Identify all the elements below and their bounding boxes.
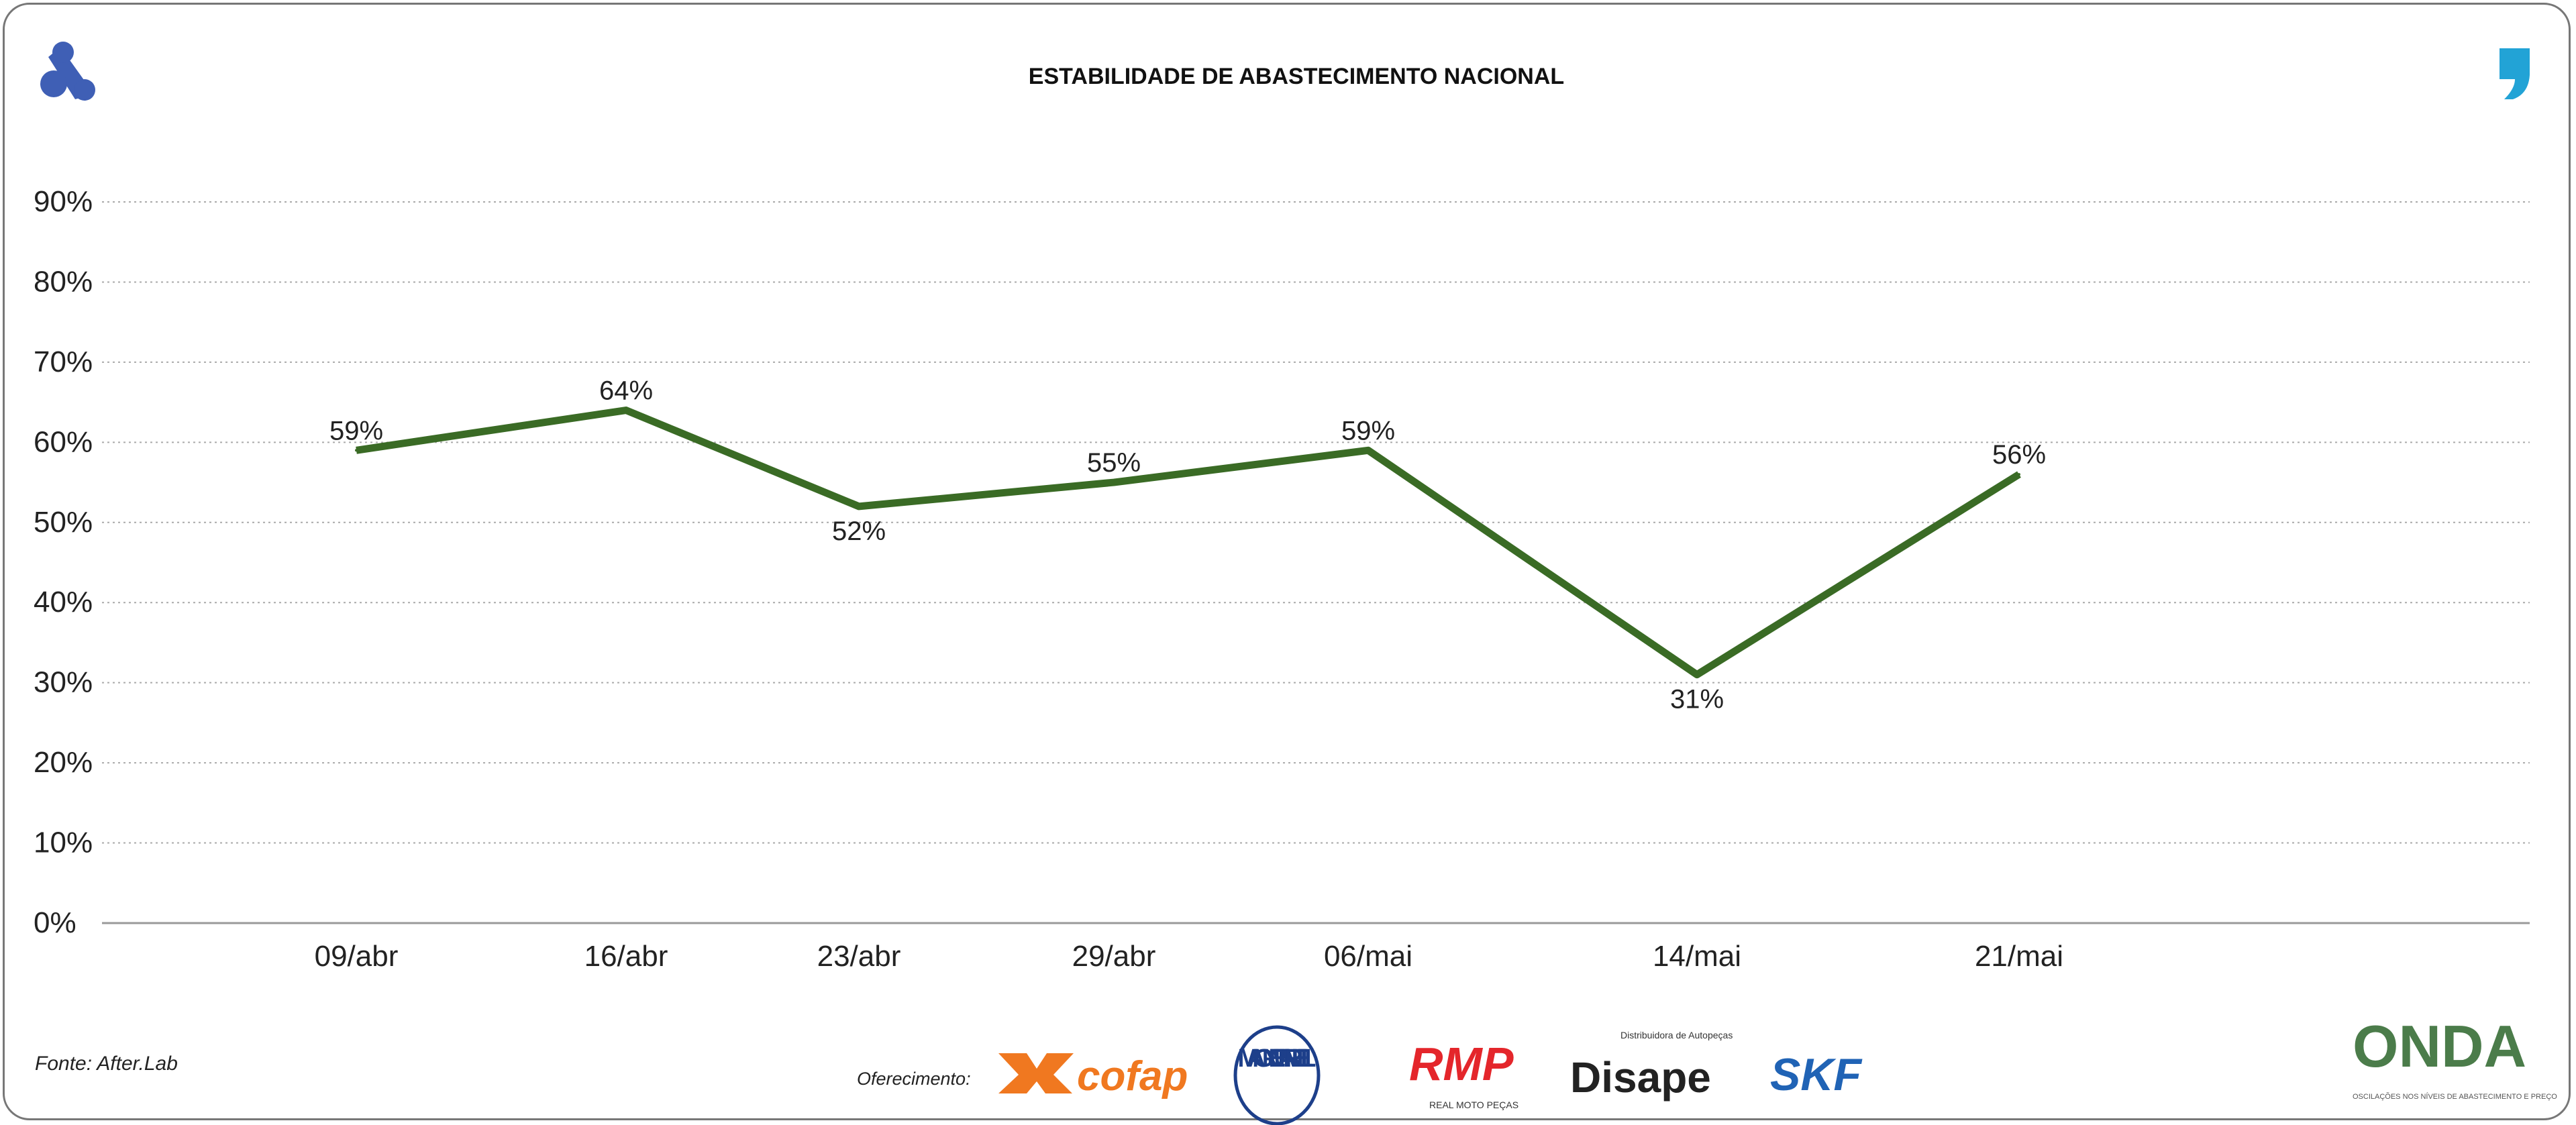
source-note: Fonte: After.Lab: [35, 1053, 178, 1075]
brand-logo-left-icon: [40, 42, 95, 101]
data-point: [858, 504, 860, 508]
data-point: [355, 449, 358, 452]
y-tick-label: 0%: [34, 906, 76, 939]
y-tick-label: 40%: [34, 586, 93, 619]
sponsor-skf-logo: SKF: [1770, 1049, 1862, 1100]
x-tick-label: 23/abr: [817, 940, 901, 973]
x-tick-label: 09/abr: [315, 940, 399, 973]
data-point: [1113, 481, 1115, 484]
y-tick-label: 60%: [34, 425, 93, 458]
sponsor-label: Oferecimento:: [857, 1069, 971, 1089]
data-label: 56%: [1992, 440, 2046, 470]
svg-text:MAGNETI MARELLI: MAGNETI MARELLI: [1238, 1044, 1317, 1073]
data-point: [1367, 449, 1370, 452]
data-point: [625, 409, 627, 412]
sponsor-disape-logo: Disape Distribuidora de Autopeças: [1570, 1030, 1733, 1102]
x-tick-label: 29/abr: [1072, 940, 1156, 973]
series-line: [356, 407, 2021, 679]
data-label: 55%: [1087, 448, 1141, 478]
sponsor-cofap-logo: cofap: [998, 1053, 1188, 1100]
chart-frame: [3, 3, 2571, 1120]
sponsor-magneti-marelli-logo: MAGNETI MARELLI: [1233, 1025, 1321, 1125]
x-tick-label: 16/abr: [584, 940, 668, 973]
data-label: 59%: [1341, 416, 1395, 445]
y-tick-label: 20%: [34, 746, 93, 779]
svg-text:Distribuidora de Autopeças: Distribuidora de Autopeças: [1620, 1030, 1733, 1040]
data-label: 31%: [1670, 685, 1724, 714]
brand-logo-right-icon: [2500, 48, 2530, 99]
svg-text:cofap: cofap: [1077, 1053, 1188, 1100]
y-tick-label: 30%: [34, 666, 93, 699]
svg-text:Disape: Disape: [1570, 1053, 1711, 1102]
data-label: 52%: [832, 517, 886, 546]
svg-text:ONDA: ONDA: [2353, 1013, 2526, 1079]
y-tick-label: 80%: [34, 265, 93, 298]
data-label: 64%: [599, 376, 653, 406]
svg-text:OSCILAÇÕES NOS NÍVEIS DE ABAST: OSCILAÇÕES NOS NÍVEIS DE ABASTECIMENTO E…: [2353, 1092, 2557, 1101]
y-tick-label: 70%: [34, 345, 93, 378]
chart-title: ESTABILIDADE DE ABASTECIMENTO NACIONAL: [1029, 64, 1564, 89]
x-tick-label: 21/mai: [1975, 940, 2063, 973]
onda-logo: ONDA OSCILAÇÕES NOS NÍVEIS DE ABASTECIME…: [2353, 1013, 2557, 1101]
data-label: 59%: [329, 416, 383, 445]
sponsor-rmp-logo: RMP REAL MOTO PEÇAS: [1409, 1038, 1518, 1110]
x-tick-label: 06/mai: [1324, 940, 1412, 973]
data-point: [1696, 673, 1698, 676]
x-tick-label: 14/mai: [1653, 940, 1741, 973]
data-point: [2018, 473, 2020, 476]
y-tick-label: 10%: [34, 826, 93, 859]
svg-text:REAL MOTO PEÇAS: REAL MOTO PEÇAS: [1429, 1100, 1518, 1110]
y-tick-label: 90%: [34, 185, 93, 218]
y-tick-label: 50%: [34, 506, 93, 539]
svg-text:RMP: RMP: [1409, 1038, 1514, 1090]
